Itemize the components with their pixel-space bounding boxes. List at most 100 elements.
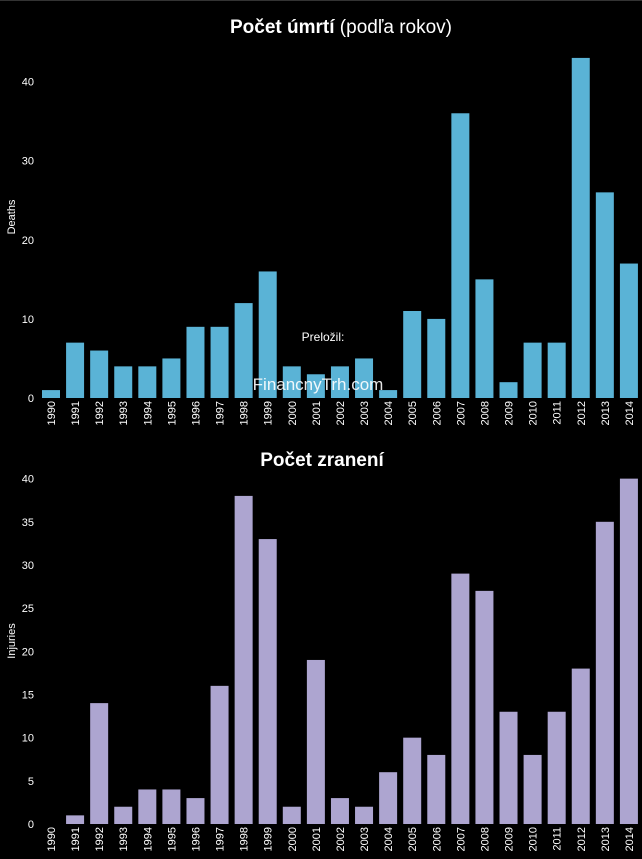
- deaths-bars: [42, 57, 638, 399]
- injuries-y-axis-label: Injuries: [6, 623, 18, 659]
- deaths-x-tick-label: 2005: [407, 401, 419, 425]
- deaths-x-tick-label: 2002: [335, 401, 347, 425]
- injuries-bars: [66, 478, 638, 824]
- injuries-bar-1991: [66, 815, 85, 824]
- injuries-x-tick-label: 2004: [383, 827, 395, 851]
- deaths-y-axis-label: Deaths: [6, 199, 18, 234]
- deaths-x-tick-label: 2010: [528, 401, 540, 425]
- injuries-x-tick-label: 2011: [552, 827, 564, 851]
- deaths-bar-2001: [306, 374, 325, 398]
- injuries-x-tick-label: 2005: [407, 827, 419, 851]
- deaths-x-tick-label: 2000: [287, 401, 299, 425]
- deaths-bar-1997: [210, 326, 229, 398]
- deaths-x-tick-label: 1996: [190, 401, 202, 425]
- injuries-bar-2012: [571, 668, 590, 824]
- deaths-y-tick-label: 0: [28, 393, 34, 405]
- deaths-x-tick-label: 1990: [46, 401, 58, 425]
- injuries-bar-2001: [306, 659, 325, 824]
- deaths-bar-2004: [379, 390, 398, 398]
- injuries-bar-2002: [330, 798, 349, 824]
- deaths-x-tick-label: 2008: [479, 401, 491, 425]
- injuries-y-ticks: 0 5 10 15 20 25 30 35 40: [22, 474, 34, 831]
- deaths-x-tick-label: 2001: [311, 401, 323, 425]
- deaths-y-tick-label: 30: [22, 156, 34, 168]
- injuries-x-tick-label: 2000: [287, 827, 299, 851]
- injuries-x-tick-label: 2013: [600, 827, 612, 851]
- deaths-bar-2011: [547, 342, 566, 398]
- injuries-bar-2007: [451, 573, 470, 824]
- injuries-x-tick-label: 2007: [455, 827, 467, 851]
- deaths-bar-2012: [571, 57, 590, 399]
- deaths-bar-2006: [427, 318, 446, 398]
- injuries-chart: Počet zranení Injuries 0510152025303540 …: [6, 450, 638, 851]
- injuries-x-tick-label: 1997: [215, 827, 227, 851]
- deaths-chart: Počet úmrtí (podľa rokov) Deaths 0 10 20 30…: [6, 17, 638, 425]
- deaths-bar-1995: [162, 358, 181, 398]
- deaths-x-tick-label: 2006: [431, 401, 443, 425]
- deaths-bar-2010: [523, 342, 542, 398]
- injuries-x-tick-label: 2009: [504, 827, 516, 851]
- deaths-bar-1990: [42, 390, 60, 398]
- injuries-y-tick-label: 0: [28, 819, 34, 831]
- deaths-x-tick-label: 1994: [142, 401, 154, 425]
- deaths-y-ticks: 0 10 20 30 40: [22, 77, 34, 405]
- deaths-x-tick-label: 1995: [166, 401, 178, 425]
- injuries-x-tick-label: 1998: [239, 827, 251, 851]
- injuries-bar-2003: [355, 806, 374, 824]
- deaths-bar-1996: [186, 326, 205, 398]
- injuries-x-tick-label: 2010: [528, 827, 540, 851]
- deaths-x-tick-label: 1999: [263, 401, 275, 425]
- deaths-title-normal: (podľa rokov): [335, 17, 452, 38]
- deaths-bar-1991: [66, 342, 85, 398]
- injuries-x-tick-label: 2002: [335, 827, 347, 851]
- injuries-bar-1997: [210, 685, 229, 824]
- injuries-bar-2011: [547, 711, 566, 824]
- injuries-bar-1992: [90, 703, 109, 824]
- deaths-y-tick-label: 20: [22, 235, 34, 247]
- injuries-x-tick-label: 1993: [118, 827, 130, 851]
- injuries-bar-2006: [427, 754, 446, 824]
- deaths-x-tick-label: 2011: [552, 401, 564, 425]
- deaths-x-tick-label: 2012: [576, 401, 588, 425]
- deaths-bar-2000: [282, 366, 301, 398]
- deaths-x-tick-label: 2003: [359, 401, 371, 425]
- deaths-x-tick-label: 2007: [455, 401, 467, 425]
- injuries-x-tick-label: 1999: [263, 827, 275, 851]
- injuries-bar-2005: [403, 737, 422, 824]
- injuries-x-tick-label: 2003: [359, 827, 371, 851]
- deaths-x-tick-label: 2009: [504, 401, 516, 425]
- injuries-x-tick-label: 1991: [70, 827, 82, 851]
- injuries-bar-1993: [114, 806, 133, 824]
- deaths-x-tick-label: 1997: [215, 401, 227, 425]
- injuries-bar-2010: [523, 754, 542, 824]
- deaths-x-tick-label: 1992: [94, 401, 106, 425]
- deaths-bar-1992: [90, 350, 109, 398]
- injuries-bar-2008: [475, 590, 494, 824]
- injuries-x-tick-label: 1995: [166, 827, 178, 851]
- injuries-bar-1998: [234, 495, 253, 824]
- deaths-bar-2003: [355, 358, 374, 398]
- deaths-bar-2013: [595, 192, 614, 398]
- injuries-bar-2013: [595, 521, 614, 824]
- deaths-bar-2008: [475, 279, 494, 398]
- deaths-bar-2005: [403, 311, 422, 398]
- injuries-bar-2014: [619, 478, 638, 824]
- injuries-y-tick-label: 40: [22, 474, 34, 486]
- deaths-bar-1993: [114, 366, 133, 398]
- injuries-y-tick-label: 10: [22, 733, 34, 745]
- deaths-x-ticks: 1990 1991 1992 1993 1994 1995 1996 1997 1998 1999…: [46, 401, 636, 425]
- injuries-x-tick-label: 2001: [311, 827, 323, 851]
- injuries-bar-2000: [282, 806, 301, 824]
- deaths-bar-2009: [499, 382, 518, 398]
- watermark-site: FinancnyTrh.com: [253, 375, 384, 394]
- deaths-bar-1998: [234, 303, 253, 398]
- injuries-y-tick-label: 30: [22, 560, 34, 572]
- injuries-x-tick-label: 1990: [46, 827, 58, 851]
- injuries-x-ticks: 1990 1991 1992 1993 1994 1995 1996 1997 1998 1999…: [46, 827, 636, 851]
- deaths-x-tick-label: 2014: [624, 401, 636, 425]
- deaths-bar-1994: [138, 366, 157, 398]
- injuries-bar-1995: [162, 789, 181, 824]
- injuries-y-tick-label: 35: [22, 517, 34, 529]
- deaths-x-tick-label: 2004: [383, 401, 395, 425]
- deaths-y-tick-label: 10: [22, 314, 34, 326]
